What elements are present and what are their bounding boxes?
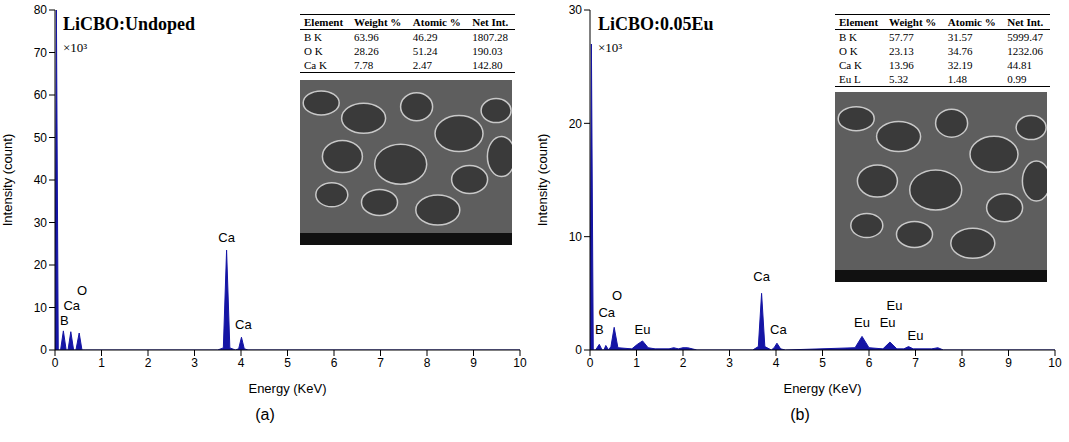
svg-text:3: 3 [726,356,733,370]
svg-text:6: 6 [866,356,873,370]
svg-text:Ca: Ca [770,322,787,337]
html-text:B K: B K [304,31,322,43]
svg-text:9: 9 [1005,356,1012,370]
html-text:34.76: 34.76 [947,45,973,57]
html-text:Eu L: Eu L [839,73,861,85]
html-text:46.29: 46.29 [412,31,438,43]
svg-text:O: O [77,283,87,298]
html-text:Weight %: Weight % [889,16,937,28]
html-text:1232.06: 1232.06 [1007,45,1043,57]
svg-text:10: 10 [569,230,583,244]
svg-text:10: 10 [513,356,527,370]
svg-text:O: O [612,288,622,303]
html-text:Ca K: Ca K [304,59,327,71]
svg-text:1: 1 [98,356,105,370]
html-text:5999.47: 5999.47 [1007,31,1043,43]
html-text:7.78: 7.78 [354,59,374,71]
svg-text:0: 0 [52,356,59,370]
svg-text:Energy (KeV): Energy (KeV) [248,381,326,396]
html-text:LiCBO:0.05Eu: LiCBO:0.05Eu [598,14,714,34]
html-text:5.32: 5.32 [889,73,909,85]
html-text:63.96: 63.96 [354,31,379,43]
svg-text:0: 0 [40,343,47,357]
svg-text:6: 6 [331,356,338,370]
svg-text:8: 8 [424,356,431,370]
html-text:44.81: 44.81 [1007,59,1032,71]
svg-text:4: 4 [238,356,245,370]
html-text:31.57: 31.57 [947,31,973,43]
svg-text:5: 5 [284,356,291,370]
svg-text:60: 60 [34,88,48,102]
svg-text:0: 0 [587,356,594,370]
html-text:Net Int.: Net Int. [1007,16,1044,28]
html-text:Element: Element [304,16,344,28]
svg-text:10: 10 [34,301,48,315]
svg-text:8: 8 [959,356,966,370]
svg-text:3: 3 [191,356,198,370]
svg-text:70: 70 [34,46,48,60]
svg-text:Ca: Ca [235,317,252,332]
svg-text:1: 1 [633,356,640,370]
html-text:B K: B K [839,31,857,43]
html-text:57.77: 57.77 [889,31,914,43]
html-text:142.80: 142.80 [472,59,503,71]
html-text:×10³: ×10³ [63,40,88,55]
svg-text:Intensity (count): Intensity (count) [0,134,15,227]
html-text:1.48: 1.48 [947,73,967,85]
svg-text:Eu: Eu [635,322,651,337]
svg-text:10: 10 [1048,356,1062,370]
svg-text:Eu: Eu [887,298,903,313]
svg-text:Eu: Eu [908,328,924,343]
html-text:Element: Element [839,16,879,28]
svg-text:Eu: Eu [854,315,870,330]
svg-text:40: 40 [34,173,48,187]
svg-text:Ca: Ca [598,305,615,320]
html-text:Atomic %: Atomic % [412,16,461,28]
html-text:1807.28: 1807.28 [472,31,508,43]
svg-text:5: 5 [819,356,826,370]
svg-text:Intensity (count): Intensity (count) [535,134,550,227]
html-text:2.47: 2.47 [412,59,432,71]
html-text:28.26: 28.26 [354,45,379,57]
svg-text:9: 9 [470,356,477,370]
svg-text:Ca: Ca [218,230,235,245]
html-text:13.96: 13.96 [889,59,914,71]
svg-text:2: 2 [680,356,687,370]
html-text:0.99: 0.99 [1007,73,1027,85]
html-text:O K: O K [304,45,323,57]
svg-text:2: 2 [145,356,152,370]
html-text:LiCBO:Undoped: LiCBO:Undoped [63,14,195,34]
html-text:×10³: ×10³ [598,40,623,55]
html-text:Weight %: Weight % [354,16,402,28]
svg-text:Energy (KeV): Energy (KeV) [783,381,861,396]
svg-text:30: 30 [569,3,583,17]
html-text:Atomic %: Atomic % [947,16,996,28]
svg-text:Ca: Ca [753,269,770,284]
html-text:(a): (a) [255,406,275,423]
svg-text:0: 0 [575,343,582,357]
svg-text:Eu: Eu [880,315,896,330]
svg-text:20: 20 [569,117,583,131]
svg-text:Ca: Ca [63,298,80,313]
svg-text:30: 30 [34,216,48,230]
html-text:190.03: 190.03 [472,45,503,57]
html-text:32.19: 32.19 [947,59,973,71]
html-text:O K: O K [839,45,858,57]
svg-text:7: 7 [912,356,919,370]
svg-text:B: B [595,322,604,337]
svg-text:80: 80 [34,3,48,17]
svg-text:50: 50 [34,131,48,145]
svg-text:20: 20 [34,258,48,272]
html-text:23.13: 23.13 [889,45,914,57]
html-text:Net Int.: Net Int. [472,16,509,28]
html-text:(b): (b) [790,406,810,423]
svg-text:B: B [60,313,69,328]
svg-text:4: 4 [773,356,780,370]
html-text:Ca K: Ca K [839,59,862,71]
html-text:51.24: 51.24 [412,45,438,57]
svg-text:7: 7 [377,356,384,370]
